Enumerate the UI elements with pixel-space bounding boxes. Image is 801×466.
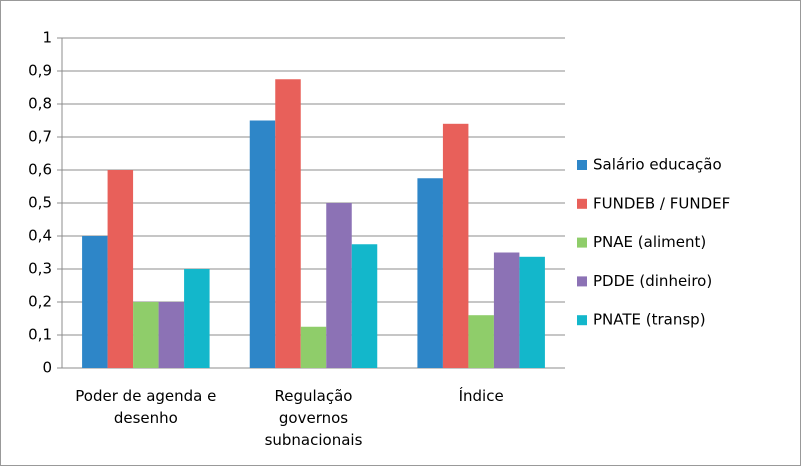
y-tick-label: 0,9 — [28, 62, 52, 80]
bar — [158, 302, 185, 368]
y-tick-label: 0,3 — [28, 260, 52, 278]
x-tick-label: Poder de agenda e desenho — [75, 387, 217, 427]
x-tick-label: Índice — [458, 387, 504, 405]
y-tick-label: 0,7 — [28, 128, 52, 146]
y-tick-label: 0,8 — [28, 95, 52, 113]
legend-label: PDDE (dinheiro) — [593, 272, 712, 290]
bar — [519, 256, 545, 368]
legend-swatch — [577, 315, 587, 326]
bar — [326, 203, 352, 368]
legend-swatch — [577, 276, 587, 287]
bar — [82, 236, 108, 368]
y-tick-label: 0,4 — [28, 227, 52, 245]
legend-swatch — [577, 198, 587, 209]
y-tick-label: 0,2 — [28, 293, 52, 311]
bar — [300, 326, 327, 368]
bar — [468, 315, 494, 368]
bar — [133, 302, 159, 368]
y-tick-label: 1 — [42, 29, 52, 47]
bar — [442, 123, 469, 368]
legend-swatch — [577, 237, 587, 248]
y-tick-label: 0,5 — [28, 194, 52, 212]
x-tick-label: Regulação governos subnacionais — [264, 387, 363, 449]
bar — [249, 120, 276, 368]
y-tick-label: 0,1 — [28, 326, 52, 344]
legend-label: PNAE (aliment) — [593, 233, 706, 251]
legend-swatch — [577, 160, 587, 170]
y-tick-label: 0,6 — [28, 161, 52, 179]
legend-label: FUNDEB / FUNDEF — [593, 194, 730, 212]
bar — [493, 252, 520, 368]
bar — [275, 79, 301, 368]
y-tick-label: 0 — [42, 359, 52, 377]
bar — [351, 244, 378, 368]
bar — [417, 178, 443, 368]
bar — [184, 269, 210, 368]
legend-label: PNATE (transp) — [593, 311, 706, 329]
legend-label: Salário educação — [593, 156, 722, 174]
bar — [107, 170, 134, 368]
